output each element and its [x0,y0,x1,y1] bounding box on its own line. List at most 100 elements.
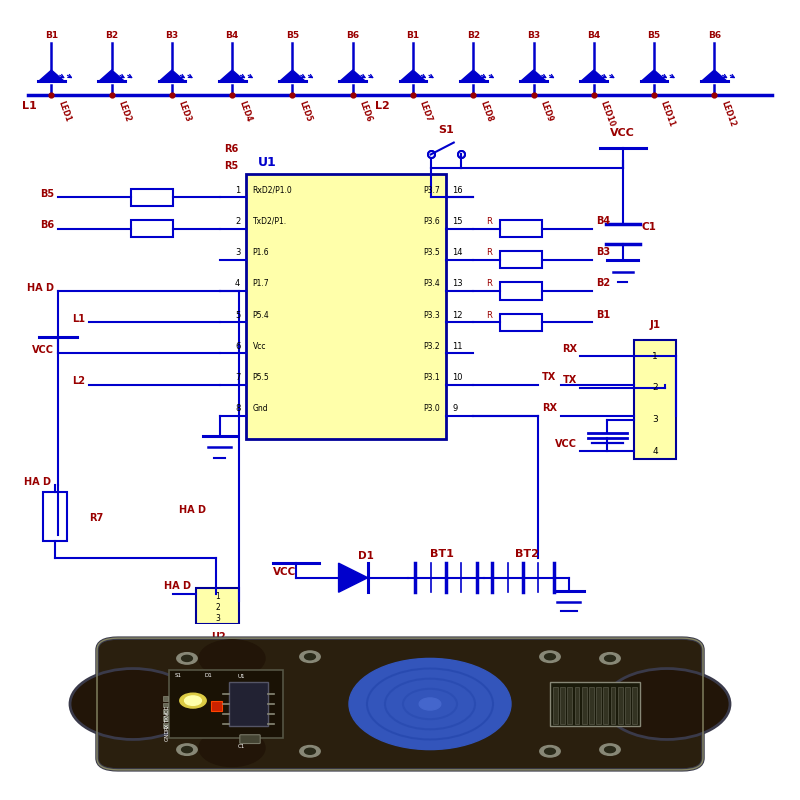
FancyBboxPatch shape [229,682,268,726]
Text: LED1: LED1 [56,99,72,123]
Text: P3.2: P3.2 [423,342,440,350]
Polygon shape [159,70,184,81]
Text: B2: B2 [466,31,480,40]
Text: 7: 7 [235,373,240,382]
Text: P1.6: P1.6 [253,248,269,257]
Circle shape [182,746,193,753]
Circle shape [605,746,615,753]
Circle shape [185,696,202,706]
Text: LED4: LED4 [237,99,253,123]
Text: 2: 2 [216,603,220,612]
Text: 4: 4 [652,447,658,456]
Polygon shape [338,563,368,592]
Text: RX: RX [562,343,577,354]
Text: 8: 8 [235,404,240,413]
Text: 3: 3 [215,614,221,623]
FancyBboxPatch shape [97,638,703,770]
Circle shape [177,744,197,755]
Circle shape [540,746,560,757]
Text: LED6: LED6 [358,99,374,123]
Text: LED5: LED5 [298,99,313,122]
Text: P3.7: P3.7 [423,186,440,194]
Circle shape [182,655,193,662]
FancyBboxPatch shape [163,716,168,721]
Polygon shape [401,70,426,81]
FancyBboxPatch shape [246,174,446,439]
FancyBboxPatch shape [618,687,622,724]
Polygon shape [582,70,606,81]
Text: P3.5: P3.5 [423,248,440,257]
Text: B3: B3 [596,247,610,257]
Text: 3: 3 [652,415,658,424]
FancyBboxPatch shape [131,220,174,238]
Text: J1: J1 [650,320,661,330]
Text: B4: B4 [596,216,610,226]
Polygon shape [220,70,245,81]
Text: R5: R5 [224,161,238,171]
Text: 2: 2 [652,383,658,393]
Text: B3: B3 [166,31,178,40]
Text: P3.6: P3.6 [423,217,440,226]
Text: Gnd: Gnd [253,404,268,413]
Text: HA D: HA D [27,282,54,293]
Polygon shape [39,70,64,81]
Polygon shape [461,70,486,81]
Text: B4: B4 [226,31,239,40]
Text: TX: TX [562,375,577,386]
Text: 16: 16 [452,186,463,194]
Text: 13: 13 [452,279,463,288]
FancyBboxPatch shape [163,710,168,714]
Circle shape [300,746,320,757]
Text: L2: L2 [72,376,85,386]
Circle shape [540,651,560,662]
Text: 15: 15 [452,217,462,226]
Text: C1: C1 [238,744,245,749]
FancyBboxPatch shape [560,687,565,724]
Text: B6: B6 [708,31,721,40]
Text: R7: R7 [89,513,103,523]
Text: TxD2/P1.: TxD2/P1. [253,217,286,226]
Text: 3: 3 [235,248,240,257]
Circle shape [545,654,555,660]
Circle shape [177,653,197,664]
Text: P1.7: P1.7 [253,279,269,288]
Text: B1: B1 [45,31,58,40]
Text: B4: B4 [587,31,600,40]
Text: 2: 2 [235,217,240,226]
FancyBboxPatch shape [131,189,174,206]
FancyBboxPatch shape [553,687,558,724]
Circle shape [545,748,555,754]
Text: B2: B2 [596,278,610,288]
FancyBboxPatch shape [163,702,168,707]
Text: D1: D1 [204,673,212,678]
FancyBboxPatch shape [240,734,260,743]
Circle shape [180,693,206,708]
FancyBboxPatch shape [500,220,542,238]
FancyBboxPatch shape [634,340,677,458]
Text: LED9: LED9 [538,99,554,123]
Text: B1: B1 [596,310,610,319]
Text: LED3: LED3 [177,99,193,123]
Text: P5.4: P5.4 [253,310,270,319]
Text: P3.4: P3.4 [423,279,440,288]
Text: 4: 4 [235,279,240,288]
Text: VCC: VCC [554,438,577,449]
Text: B3: B3 [527,31,540,40]
Text: Vcc: Vcc [253,342,266,350]
Text: 12: 12 [452,310,462,319]
Circle shape [349,658,511,750]
Text: B6: B6 [346,31,359,40]
Text: VCC: VCC [33,345,54,355]
Polygon shape [702,70,726,81]
Text: B5: B5 [647,31,661,40]
Circle shape [199,730,265,766]
FancyBboxPatch shape [625,687,630,724]
Text: L2: L2 [375,101,390,110]
Text: D1: D1 [358,551,374,561]
Text: C1: C1 [642,222,657,232]
Text: R: R [486,310,492,319]
Text: R: R [486,217,492,226]
Text: 1: 1 [652,352,658,361]
Text: B1: B1 [406,31,419,40]
Text: 10: 10 [452,373,462,382]
